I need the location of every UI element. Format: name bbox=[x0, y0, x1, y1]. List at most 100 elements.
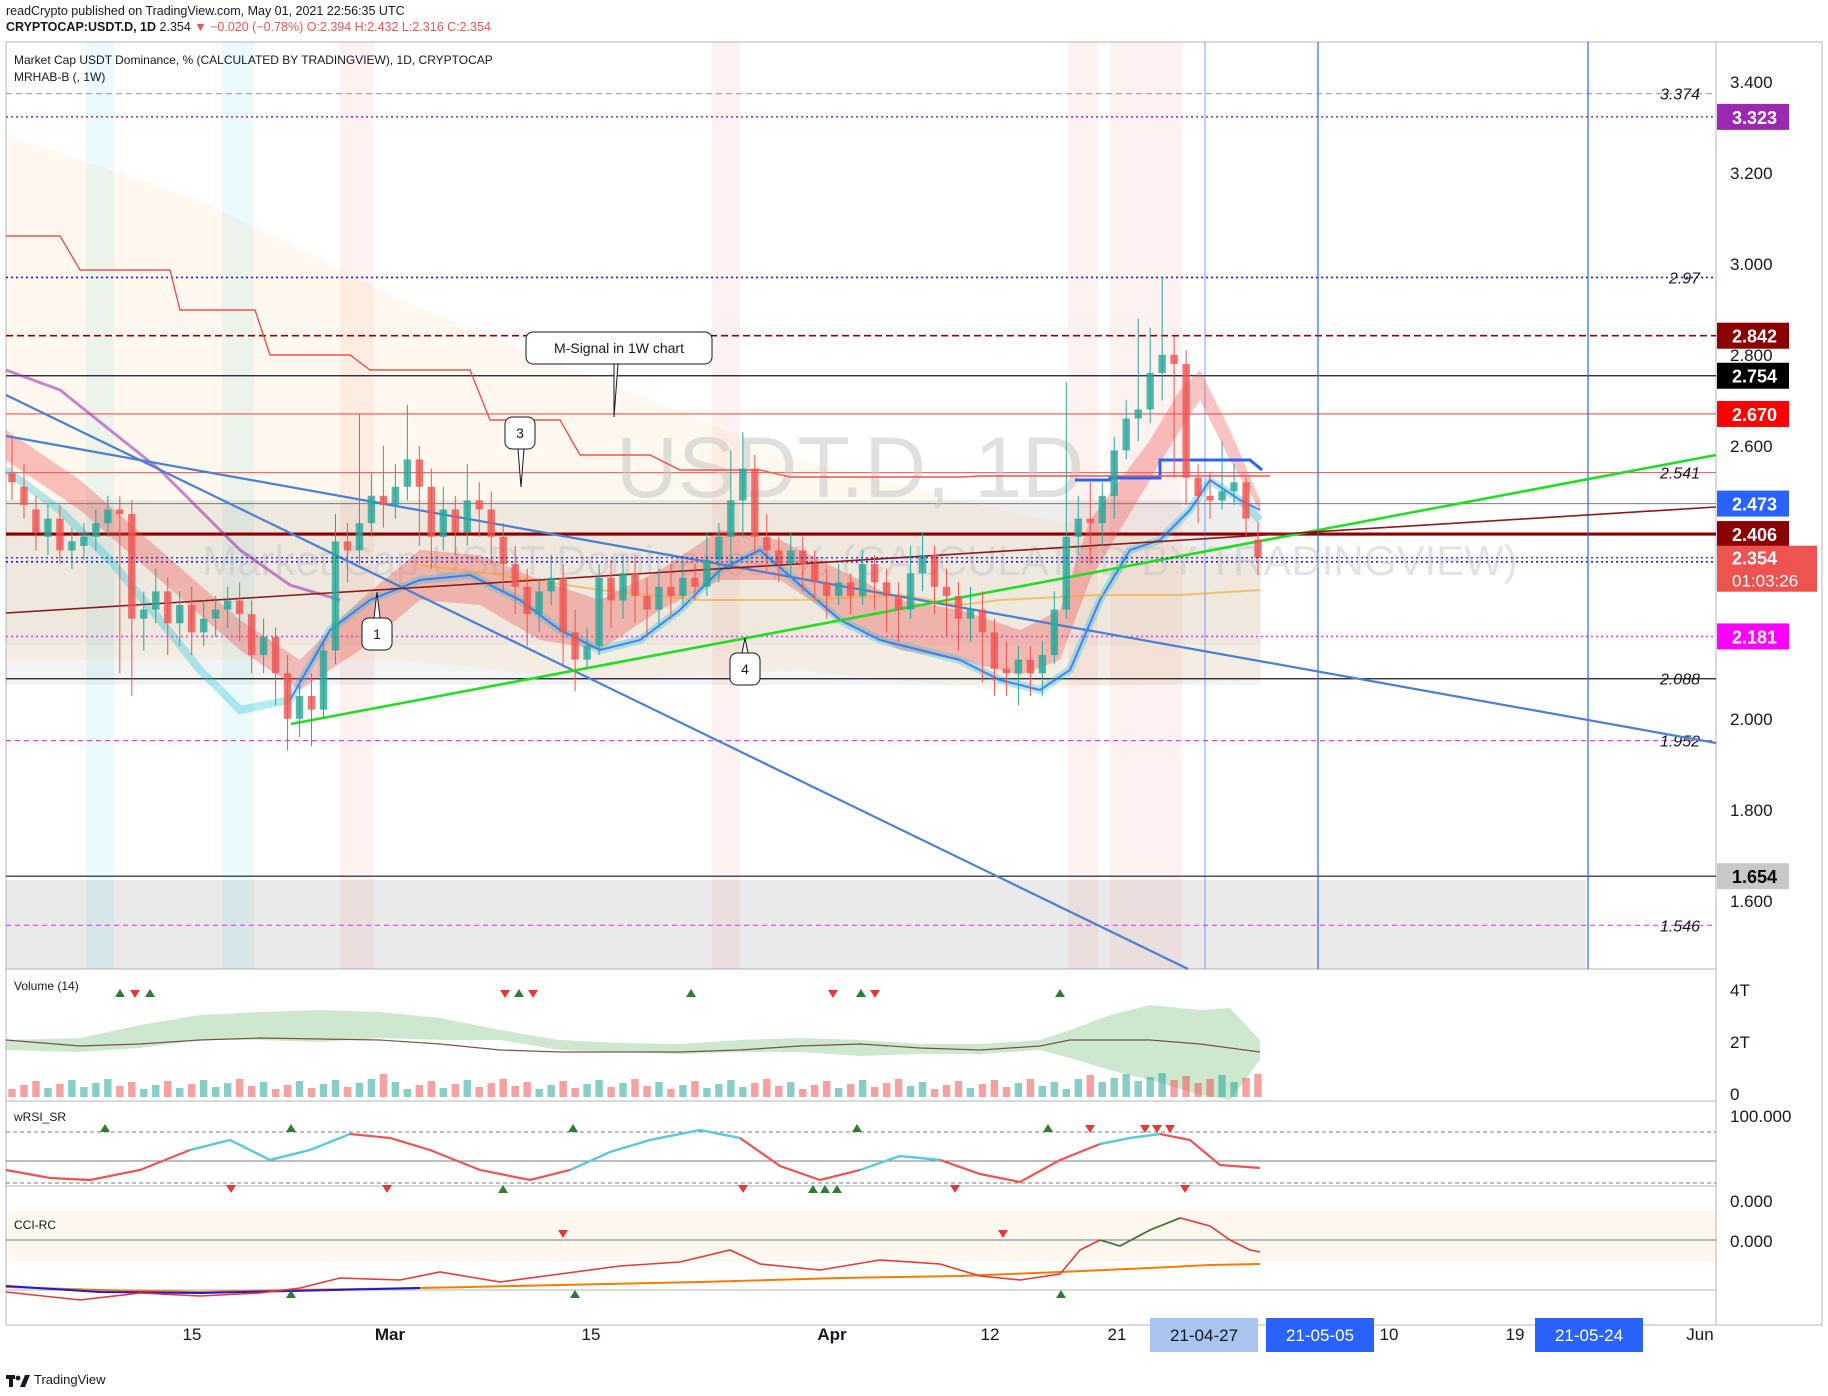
candle bbox=[68, 527, 76, 569]
candle bbox=[391, 464, 400, 519]
candle bbox=[918, 532, 927, 592]
volume-bar bbox=[727, 1080, 735, 1097]
candle-body bbox=[343, 541, 352, 551]
candle bbox=[990, 618, 999, 697]
candle bbox=[8, 436, 16, 501]
candle bbox=[463, 464, 471, 546]
last-price-tag-bg bbox=[1717, 545, 1817, 592]
candle bbox=[727, 450, 735, 565]
y-tick: 2.000 bbox=[1730, 710, 1773, 729]
volume-bar bbox=[259, 1082, 268, 1097]
candle bbox=[1218, 441, 1226, 510]
candle-body bbox=[283, 673, 292, 719]
volume-bar bbox=[511, 1086, 519, 1097]
candle bbox=[367, 473, 376, 537]
candle bbox=[1146, 327, 1154, 424]
candle-body bbox=[918, 554, 927, 574]
volume-bar bbox=[631, 1079, 639, 1097]
candle-body bbox=[235, 600, 244, 615]
volume-bar bbox=[583, 1084, 591, 1097]
volume-bar bbox=[1038, 1086, 1047, 1097]
volume-bar bbox=[235, 1079, 244, 1097]
volume-bar bbox=[954, 1081, 963, 1097]
candle-body bbox=[104, 509, 112, 524]
candle-body bbox=[463, 500, 471, 533]
volume-bar bbox=[918, 1082, 927, 1097]
candle-body bbox=[1242, 482, 1250, 519]
volume-bar bbox=[1014, 1083, 1023, 1097]
candle-body bbox=[20, 486, 28, 505]
candle bbox=[56, 504, 64, 565]
candlesticks[interactable] bbox=[8, 277, 1262, 751]
y-tick: 2.800 bbox=[1730, 346, 1773, 365]
volume-bar bbox=[942, 1085, 951, 1097]
candle bbox=[954, 582, 963, 651]
volume-tick: 0 bbox=[1730, 1085, 1739, 1104]
price-tag-bg bbox=[1717, 322, 1789, 349]
volume-bar bbox=[882, 1083, 891, 1097]
candle-body bbox=[164, 591, 172, 624]
candle bbox=[858, 550, 867, 606]
down-marker bbox=[558, 1230, 568, 1238]
candle-body bbox=[1098, 495, 1106, 524]
candle bbox=[1122, 400, 1130, 460]
candle-body bbox=[858, 564, 867, 596]
volume-bar bbox=[403, 1089, 412, 1097]
time-axis[interactable]: 15 Mar 15 Apr 12 21 10 19 Jun 21-04-27 2… bbox=[183, 1318, 1714, 1352]
price-tag-bg bbox=[1717, 623, 1789, 650]
candle-body bbox=[1230, 482, 1238, 492]
down-marker bbox=[1180, 1185, 1190, 1193]
candle bbox=[679, 559, 687, 606]
volume-bar bbox=[547, 1085, 555, 1097]
volume-bar bbox=[379, 1074, 388, 1097]
volume-bar bbox=[1110, 1078, 1118, 1097]
volume-bar bbox=[164, 1081, 172, 1097]
candle-body bbox=[1110, 450, 1118, 496]
up-marker bbox=[100, 1124, 110, 1132]
watermark-symbol: USDT.D, 1D bbox=[616, 420, 1084, 516]
candle bbox=[1074, 495, 1083, 555]
candle-body bbox=[966, 609, 975, 619]
wrsi-panel: wRSI_SR 100.000 0.000 bbox=[5, 1107, 1791, 1211]
candle-body bbox=[643, 595, 651, 610]
x-tag: 21-04-27 bbox=[1170, 1326, 1238, 1345]
y-tick: 1.800 bbox=[1730, 801, 1773, 820]
volume-bar bbox=[271, 1089, 280, 1097]
candle bbox=[451, 495, 460, 555]
candle bbox=[571, 609, 579, 692]
candle-body bbox=[571, 632, 579, 660]
candle-body bbox=[415, 459, 424, 487]
up-marker bbox=[570, 1290, 580, 1298]
candle bbox=[331, 514, 340, 665]
volume-bar bbox=[1122, 1074, 1130, 1097]
callout-1: 1 bbox=[373, 626, 381, 642]
candle-body bbox=[631, 573, 639, 596]
price-tag: 2.754 bbox=[1732, 367, 1777, 387]
volume-bar bbox=[1206, 1079, 1214, 1097]
up-marker bbox=[820, 1185, 830, 1193]
volume-bar bbox=[415, 1085, 424, 1097]
candle bbox=[1110, 436, 1118, 519]
callout-box bbox=[525, 331, 713, 365]
up-marker bbox=[1043, 1124, 1053, 1132]
volume-bar bbox=[20, 1085, 28, 1097]
ohlc-values: O:2.394 H:2.432 L:2.316 C:2.354 bbox=[306, 20, 491, 34]
up-marker bbox=[514, 989, 524, 997]
candle-body bbox=[8, 473, 16, 483]
candle bbox=[1182, 350, 1190, 505]
up-marker bbox=[568, 1124, 578, 1132]
price-axis[interactable]: 3.400 3.200 3.000 2.800 2.600 2.000 1.800 1.600 bbox=[1730, 73, 1773, 911]
candle-body bbox=[978, 609, 987, 633]
down-marker bbox=[738, 1185, 748, 1193]
volume-bar bbox=[894, 1079, 903, 1097]
volume-bar bbox=[80, 1087, 88, 1097]
volume-bar bbox=[822, 1081, 831, 1097]
candle bbox=[427, 468, 436, 569]
volume-bar bbox=[1002, 1087, 1011, 1097]
volume-bar bbox=[355, 1083, 364, 1097]
volume-panel: Volume (14) 4T 2T 0 bbox=[5, 979, 1750, 1104]
volume-bar bbox=[283, 1085, 292, 1097]
volume-bar bbox=[1254, 1074, 1262, 1097]
volume-bar bbox=[199, 1080, 208, 1097]
